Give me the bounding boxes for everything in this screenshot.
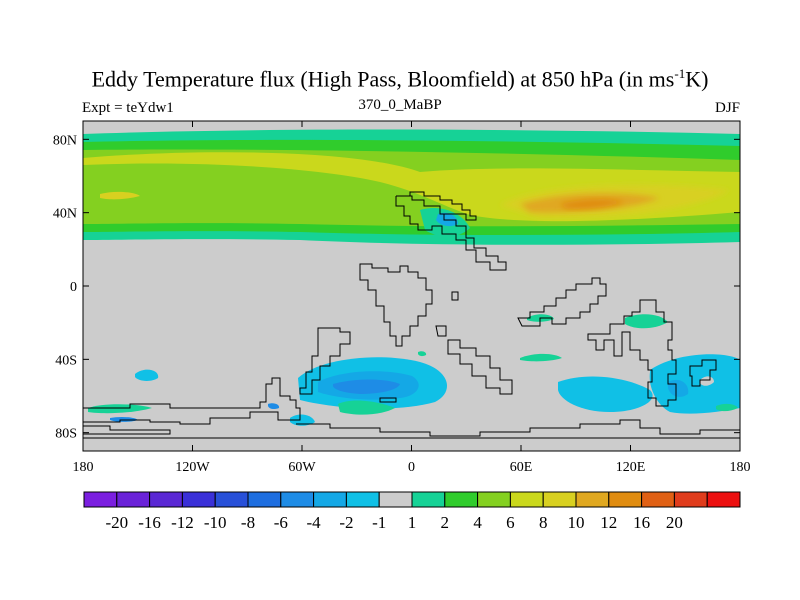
lon-tick-label: 180 xyxy=(73,460,94,475)
colorbar-label: 12 xyxy=(600,513,617,532)
colorbar-label: -6 xyxy=(274,513,288,532)
colorbar-swatch xyxy=(116,491,151,508)
colorbar-swatch xyxy=(575,491,610,508)
lat-tick-label: 40S xyxy=(55,353,77,368)
colorbar-swatch xyxy=(378,491,413,508)
colorbar-swatch xyxy=(444,491,479,508)
colorbar-label: 2 xyxy=(441,513,450,532)
colorbar-label: -16 xyxy=(138,513,161,532)
colorbar: -20 -16 -12 -10 -8 -6 -4 -2 -1 1 2 4 6 8 10 12 16 20 xyxy=(83,491,741,532)
colorbar-swatch xyxy=(542,491,577,508)
lon-tick-label: 0 xyxy=(408,460,415,475)
season-label: DJF xyxy=(714,100,740,116)
axis-ticks: 180 120W 60W 0 60E 120E 180 80N 40N 0 40S 80S xyxy=(53,121,751,475)
colorbar-swatch xyxy=(509,491,544,508)
northern-flux-band xyxy=(83,129,740,245)
colorbar-swatch xyxy=(411,491,446,508)
lat-tick-label: 0 xyxy=(70,280,77,295)
colorbar-label: -2 xyxy=(339,513,353,532)
colorbar-swatch xyxy=(608,491,643,508)
colorbar-label: 1 xyxy=(408,513,417,532)
lon-tick-label: 60E xyxy=(510,460,533,475)
coastlines xyxy=(83,191,740,439)
colorbar-label: 8 xyxy=(539,513,548,532)
colorbar-swatch xyxy=(477,491,511,508)
colorbar-swatch xyxy=(247,491,282,508)
colorbar-label: -8 xyxy=(241,513,255,532)
lon-tick-label: 120E xyxy=(616,460,646,475)
map-title: Eddy Temperature flux (High Pass, Bloomf… xyxy=(91,66,709,92)
colorbar-label: -10 xyxy=(204,513,227,532)
lat-tick-label: 40N xyxy=(53,207,77,222)
colorbar-label: 16 xyxy=(633,513,650,532)
colorbar-swatch xyxy=(641,491,675,508)
colorbar-swatch xyxy=(149,491,183,508)
colorbar-swatch xyxy=(83,491,118,508)
colorbar-label: -4 xyxy=(307,513,322,532)
colorbar-label: 6 xyxy=(506,513,515,532)
colorbar-swatch xyxy=(673,491,708,508)
experiment-label: Expt = teYdw1 xyxy=(82,100,174,116)
lon-tick-label: 120W xyxy=(175,460,210,475)
lat-tick-label: 80S xyxy=(55,427,77,442)
colorbar-swatch xyxy=(345,491,380,508)
colorbar-swatch xyxy=(313,491,347,508)
age-label: 370_0_MaBP xyxy=(358,97,442,113)
colorbar-label: -20 xyxy=(105,513,128,532)
colorbar-swatch xyxy=(706,491,741,508)
colorbar-label: 20 xyxy=(666,513,683,532)
colorbar-label: 4 xyxy=(473,513,482,532)
colorbar-label: -1 xyxy=(372,513,386,532)
lon-tick-label: 180 xyxy=(730,460,751,475)
colorbar-swatch xyxy=(280,491,315,508)
lat-tick-label: 80N xyxy=(53,133,77,148)
lon-tick-label: 60W xyxy=(288,460,316,475)
colorbar-swatch xyxy=(181,491,216,508)
colorbar-label: -12 xyxy=(171,513,194,532)
colorbar-label: 10 xyxy=(568,513,585,532)
map-plot-area xyxy=(83,121,740,451)
colorbar-swatch xyxy=(214,491,249,508)
